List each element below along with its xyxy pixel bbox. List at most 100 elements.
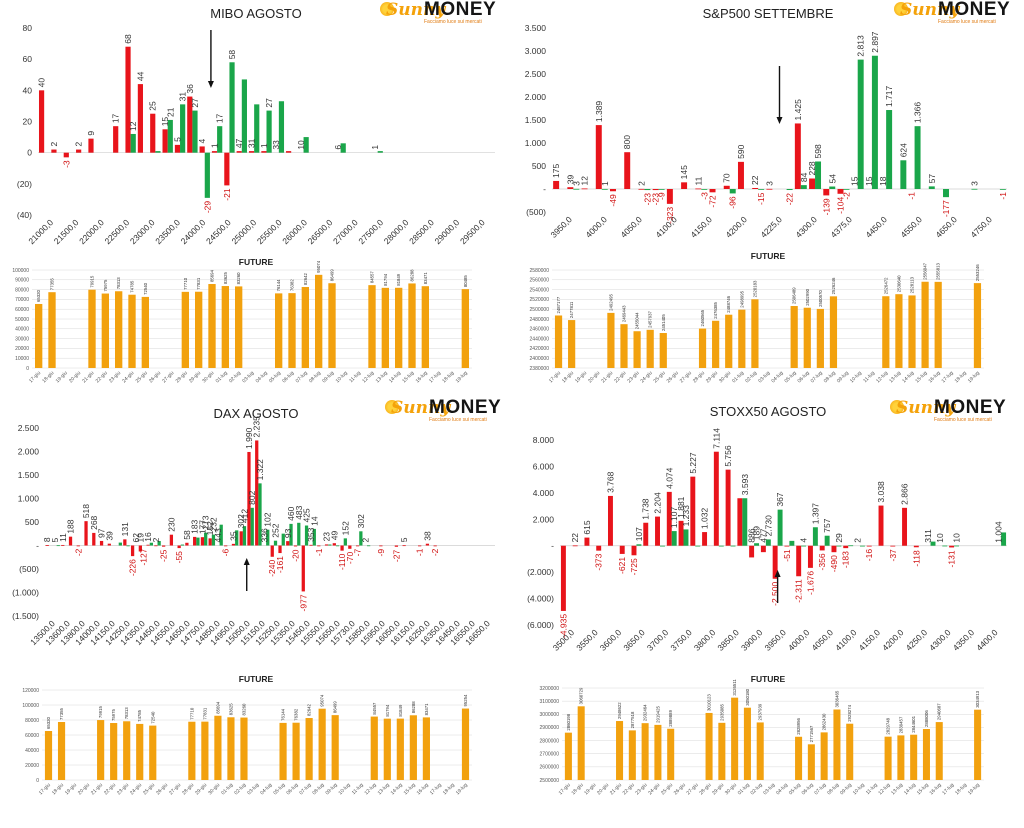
future-date-label: 14-lug: [388, 370, 402, 384]
data-label: 7.114: [711, 428, 721, 449]
y-tick-label: 500: [25, 517, 39, 527]
future-y-tick: 40000: [15, 327, 29, 333]
bar-red: [560, 545, 566, 611]
future-bar-label: 2500570: [818, 290, 823, 307]
future-date-label: 18-giu: [51, 782, 65, 796]
future-bar-label: 75975: [111, 708, 116, 721]
data-label: 3: [764, 181, 774, 186]
future-bar: [292, 722, 300, 780]
data-label: 15: [160, 117, 170, 127]
future-bar: [227, 717, 235, 780]
future-bar: [820, 732, 828, 780]
future-date-label: 14-lug: [901, 370, 915, 384]
future-bar: [935, 722, 943, 780]
bar-green: [900, 160, 907, 189]
x-tick-label: 25000,0: [229, 217, 258, 246]
bar-red: [902, 507, 908, 546]
sun-icon: [894, 2, 908, 16]
logo-tagline: Facciamo luce sui mercati: [938, 19, 996, 25]
future-date-label: 01-lug: [731, 370, 745, 384]
future-date-label: 08-lug: [823, 370, 837, 384]
future-y-tick: 2560000: [530, 278, 550, 284]
bar-red: [224, 152, 230, 186]
future-bar-label: 78313: [124, 707, 129, 720]
bar-red: [749, 545, 755, 558]
future-bar: [301, 287, 309, 368]
bar-red: [402, 545, 406, 547]
bar-green: [671, 531, 677, 546]
future-date-label: 13-lug: [375, 370, 389, 384]
y-tick-label: 3.500: [525, 23, 547, 33]
future-date-label: 11-lug: [865, 782, 879, 796]
future-bar-label: 2844601: [911, 715, 916, 732]
future-date-label: 18-giu: [561, 370, 575, 384]
data-label: -51: [782, 549, 792, 562]
data-label: 1: [259, 143, 269, 148]
future-bar-label: 83260: [236, 272, 241, 285]
bar-green: [857, 59, 864, 189]
data-label: -977: [298, 594, 308, 611]
future-bar-label: 2457937: [648, 310, 653, 327]
price-arrow-head: [774, 570, 781, 577]
bar-red: [737, 161, 744, 189]
x-tick-label: 3750,0: [668, 627, 694, 653]
future-date-label: 24-giu: [640, 370, 654, 384]
data-label: -49: [608, 194, 618, 207]
future-bar: [829, 296, 838, 368]
price-arrow: [774, 570, 781, 603]
data-label: 802: [247, 490, 257, 504]
x-tick-label: 4150,0: [857, 627, 883, 653]
data-label: -1: [907, 192, 917, 200]
data-label: 443: [213, 528, 223, 542]
bar-red: [236, 151, 242, 153]
data-label: -621: [617, 557, 627, 574]
bar-red: [379, 545, 383, 547]
data-label: -356: [817, 553, 827, 570]
bar-green: [800, 185, 807, 189]
future-y-tick: 2800000: [540, 738, 560, 744]
future-y-tick: 2700000: [540, 752, 560, 758]
data-label: -4.935: [558, 614, 568, 638]
data-label: 62: [131, 533, 141, 543]
chart-panel-stoxx50: STOXX50 AGOSTO 8.000 6.000 4.000 2.000 - (2.00…: [512, 397, 1024, 814]
future-date-label: 27-giu: [161, 370, 175, 384]
data-label: 615: [582, 520, 592, 534]
y-tick-label: 500: [532, 161, 546, 171]
future-date-label: 18-giu: [571, 782, 585, 796]
x-tick-label: 3800,0: [692, 627, 718, 653]
bar-red: [162, 129, 168, 153]
logo-tagline: Facciamo luce sui mercati: [934, 417, 992, 423]
future-bar: [381, 287, 389, 368]
data-label: -72: [708, 195, 718, 208]
bar-green: [180, 544, 185, 546]
future-bar-label: 2919425: [655, 706, 660, 723]
future-y-tick: 3000000: [540, 712, 560, 718]
bar-red: [394, 545, 399, 547]
data-label: -2: [430, 548, 440, 556]
bar-red: [596, 545, 602, 551]
future-bar: [908, 295, 916, 368]
bar-green: [871, 55, 878, 189]
future-bar: [934, 281, 942, 368]
future-date-label: 18-lug: [442, 782, 456, 796]
bar-green: [777, 509, 783, 546]
x-tick-label: 24000,0: [179, 217, 208, 246]
bar-green: [601, 188, 608, 190]
future-title: FUTURE: [239, 257, 274, 267]
future-y-tick: 2900000: [540, 725, 560, 731]
data-label: 590: [736, 144, 746, 158]
bar-green: [130, 133, 136, 153]
future-bar-label: 2771567: [809, 725, 814, 742]
future-bar-label: 2469443: [622, 305, 627, 322]
future-y-tick: 0: [36, 778, 39, 784]
sunny-money-logo: Sunny MONEY Facciamo luce sui mercati: [890, 397, 1008, 424]
future-bar-label: 77710: [183, 277, 188, 290]
bar-red: [193, 536, 197, 546]
future-date-label: 16-lug: [416, 782, 430, 796]
future-bar-label: 2556047: [923, 262, 928, 279]
bar-red: [270, 545, 274, 557]
x-tick-label: 28500,0: [407, 217, 436, 246]
future-bar-label: 86288: [410, 269, 415, 282]
bar-red: [123, 539, 127, 546]
bar-red: [794, 123, 801, 189]
